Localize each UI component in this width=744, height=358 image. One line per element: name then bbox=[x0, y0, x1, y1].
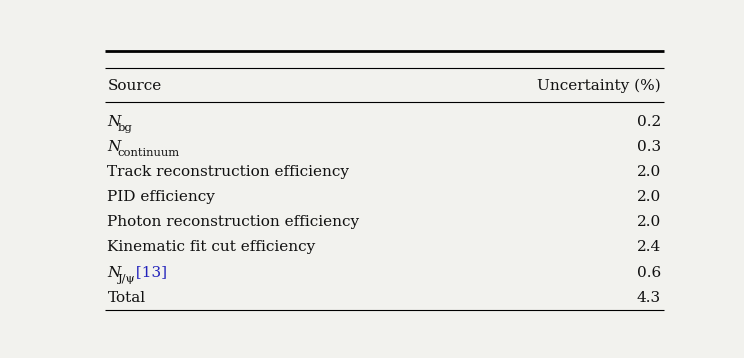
Text: 0.6: 0.6 bbox=[637, 266, 661, 280]
Text: Source: Source bbox=[107, 79, 161, 93]
Text: PID efficiency: PID efficiency bbox=[107, 190, 215, 204]
Text: 2.0: 2.0 bbox=[637, 190, 661, 204]
Text: 4.3: 4.3 bbox=[637, 291, 661, 305]
Text: 2.4: 2.4 bbox=[637, 241, 661, 255]
Text: 2.0: 2.0 bbox=[637, 215, 661, 229]
Text: N: N bbox=[107, 266, 121, 280]
Text: Kinematic fit cut efficiency: Kinematic fit cut efficiency bbox=[107, 241, 315, 255]
Text: bg: bg bbox=[118, 123, 132, 133]
Text: 0.2: 0.2 bbox=[637, 115, 661, 129]
Text: continuum: continuum bbox=[118, 148, 180, 158]
Text: [13]: [13] bbox=[132, 266, 167, 280]
Text: J/ψ: J/ψ bbox=[118, 274, 135, 284]
Text: Track reconstruction efficiency: Track reconstruction efficiency bbox=[107, 165, 350, 179]
Text: Uncertainty (%): Uncertainty (%) bbox=[537, 78, 661, 93]
Text: Photon reconstruction efficiency: Photon reconstruction efficiency bbox=[107, 215, 359, 229]
Text: N: N bbox=[107, 115, 121, 129]
Text: 2.0: 2.0 bbox=[637, 165, 661, 179]
Text: N: N bbox=[107, 140, 121, 154]
Text: Total: Total bbox=[107, 291, 146, 305]
Text: 0.3: 0.3 bbox=[637, 140, 661, 154]
